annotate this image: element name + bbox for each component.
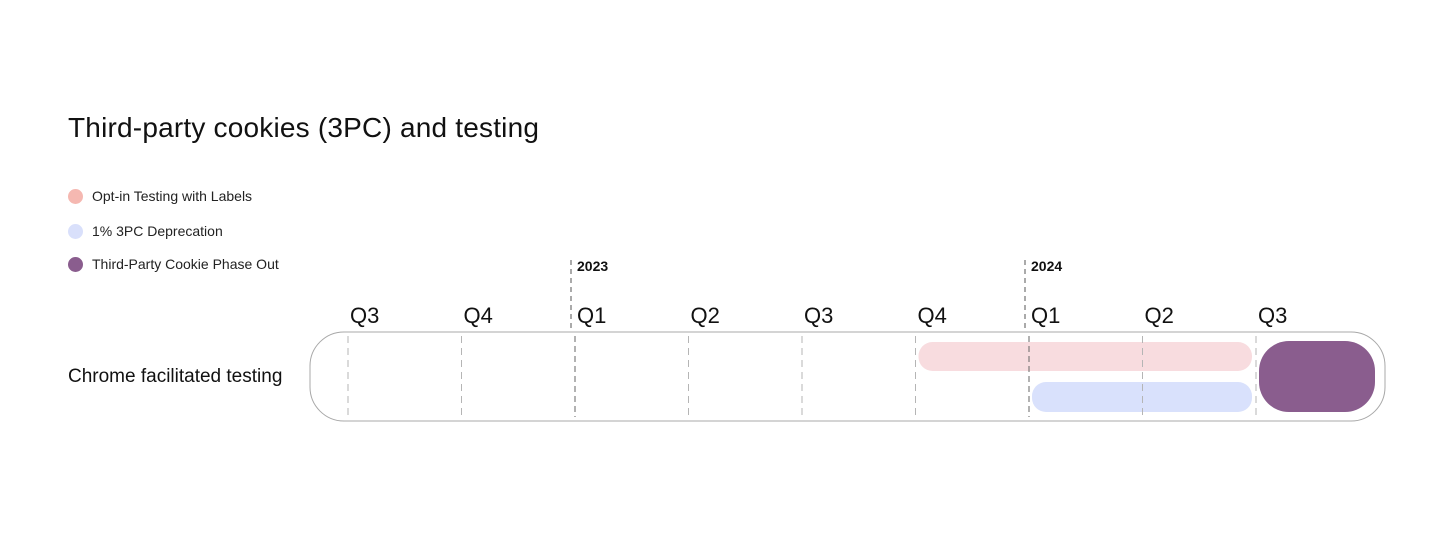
year-label-2024: 2024	[1031, 258, 1062, 274]
page-title: Third-party cookies (3PC) and testing	[68, 112, 540, 143]
legend-label-3pc-deprecation: 1% 3PC Deprecation	[92, 223, 223, 239]
quarter-label-1: Q3	[350, 303, 379, 328]
quarter-label-2: Q4	[464, 303, 493, 328]
legend-label-phase-out: Third-Party Cookie Phase Out	[92, 256, 279, 272]
legend-item-phase-out: Third-Party Cookie Phase Out	[68, 254, 279, 274]
bar-opt-in-testing	[918, 342, 1252, 371]
quarter-label-7: Q1	[1031, 303, 1060, 328]
quarter-label-9: Q3	[1258, 303, 1287, 328]
bar-third-party-cookie-phase-out	[1259, 341, 1375, 412]
quarter-label-6: Q4	[918, 303, 947, 328]
quarter-label-4: Q2	[691, 303, 720, 328]
legend-dot-3pc-deprecation	[68, 223, 83, 239]
year-markers: 2023 2024	[570, 258, 1062, 332]
legend-dot-opt-in-testing	[68, 188, 83, 204]
legend-dot-phase-out	[68, 256, 83, 272]
legend-item-3pc-deprecation: 1% 3PC Deprecation	[68, 221, 223, 241]
quarter-label-5: Q3	[804, 303, 833, 328]
legend-item-opt-in-testing: Opt-in Testing with Labels	[68, 186, 252, 206]
legend-label-opt-in-testing: Opt-in Testing with Labels	[92, 188, 253, 204]
quarter-gridlines	[347, 336, 1257, 417]
quarter-label-3: Q1	[577, 303, 606, 328]
quarter-labels: Q3 Q4 Q1 Q2 Q3 Q4 Q1 Q2 Q3	[350, 303, 1287, 328]
row-label-chrome-facilitated-testing: Chrome facilitated testing	[68, 366, 283, 387]
year-label-2023: 2023	[577, 258, 608, 274]
quarter-label-8: Q2	[1145, 303, 1174, 328]
